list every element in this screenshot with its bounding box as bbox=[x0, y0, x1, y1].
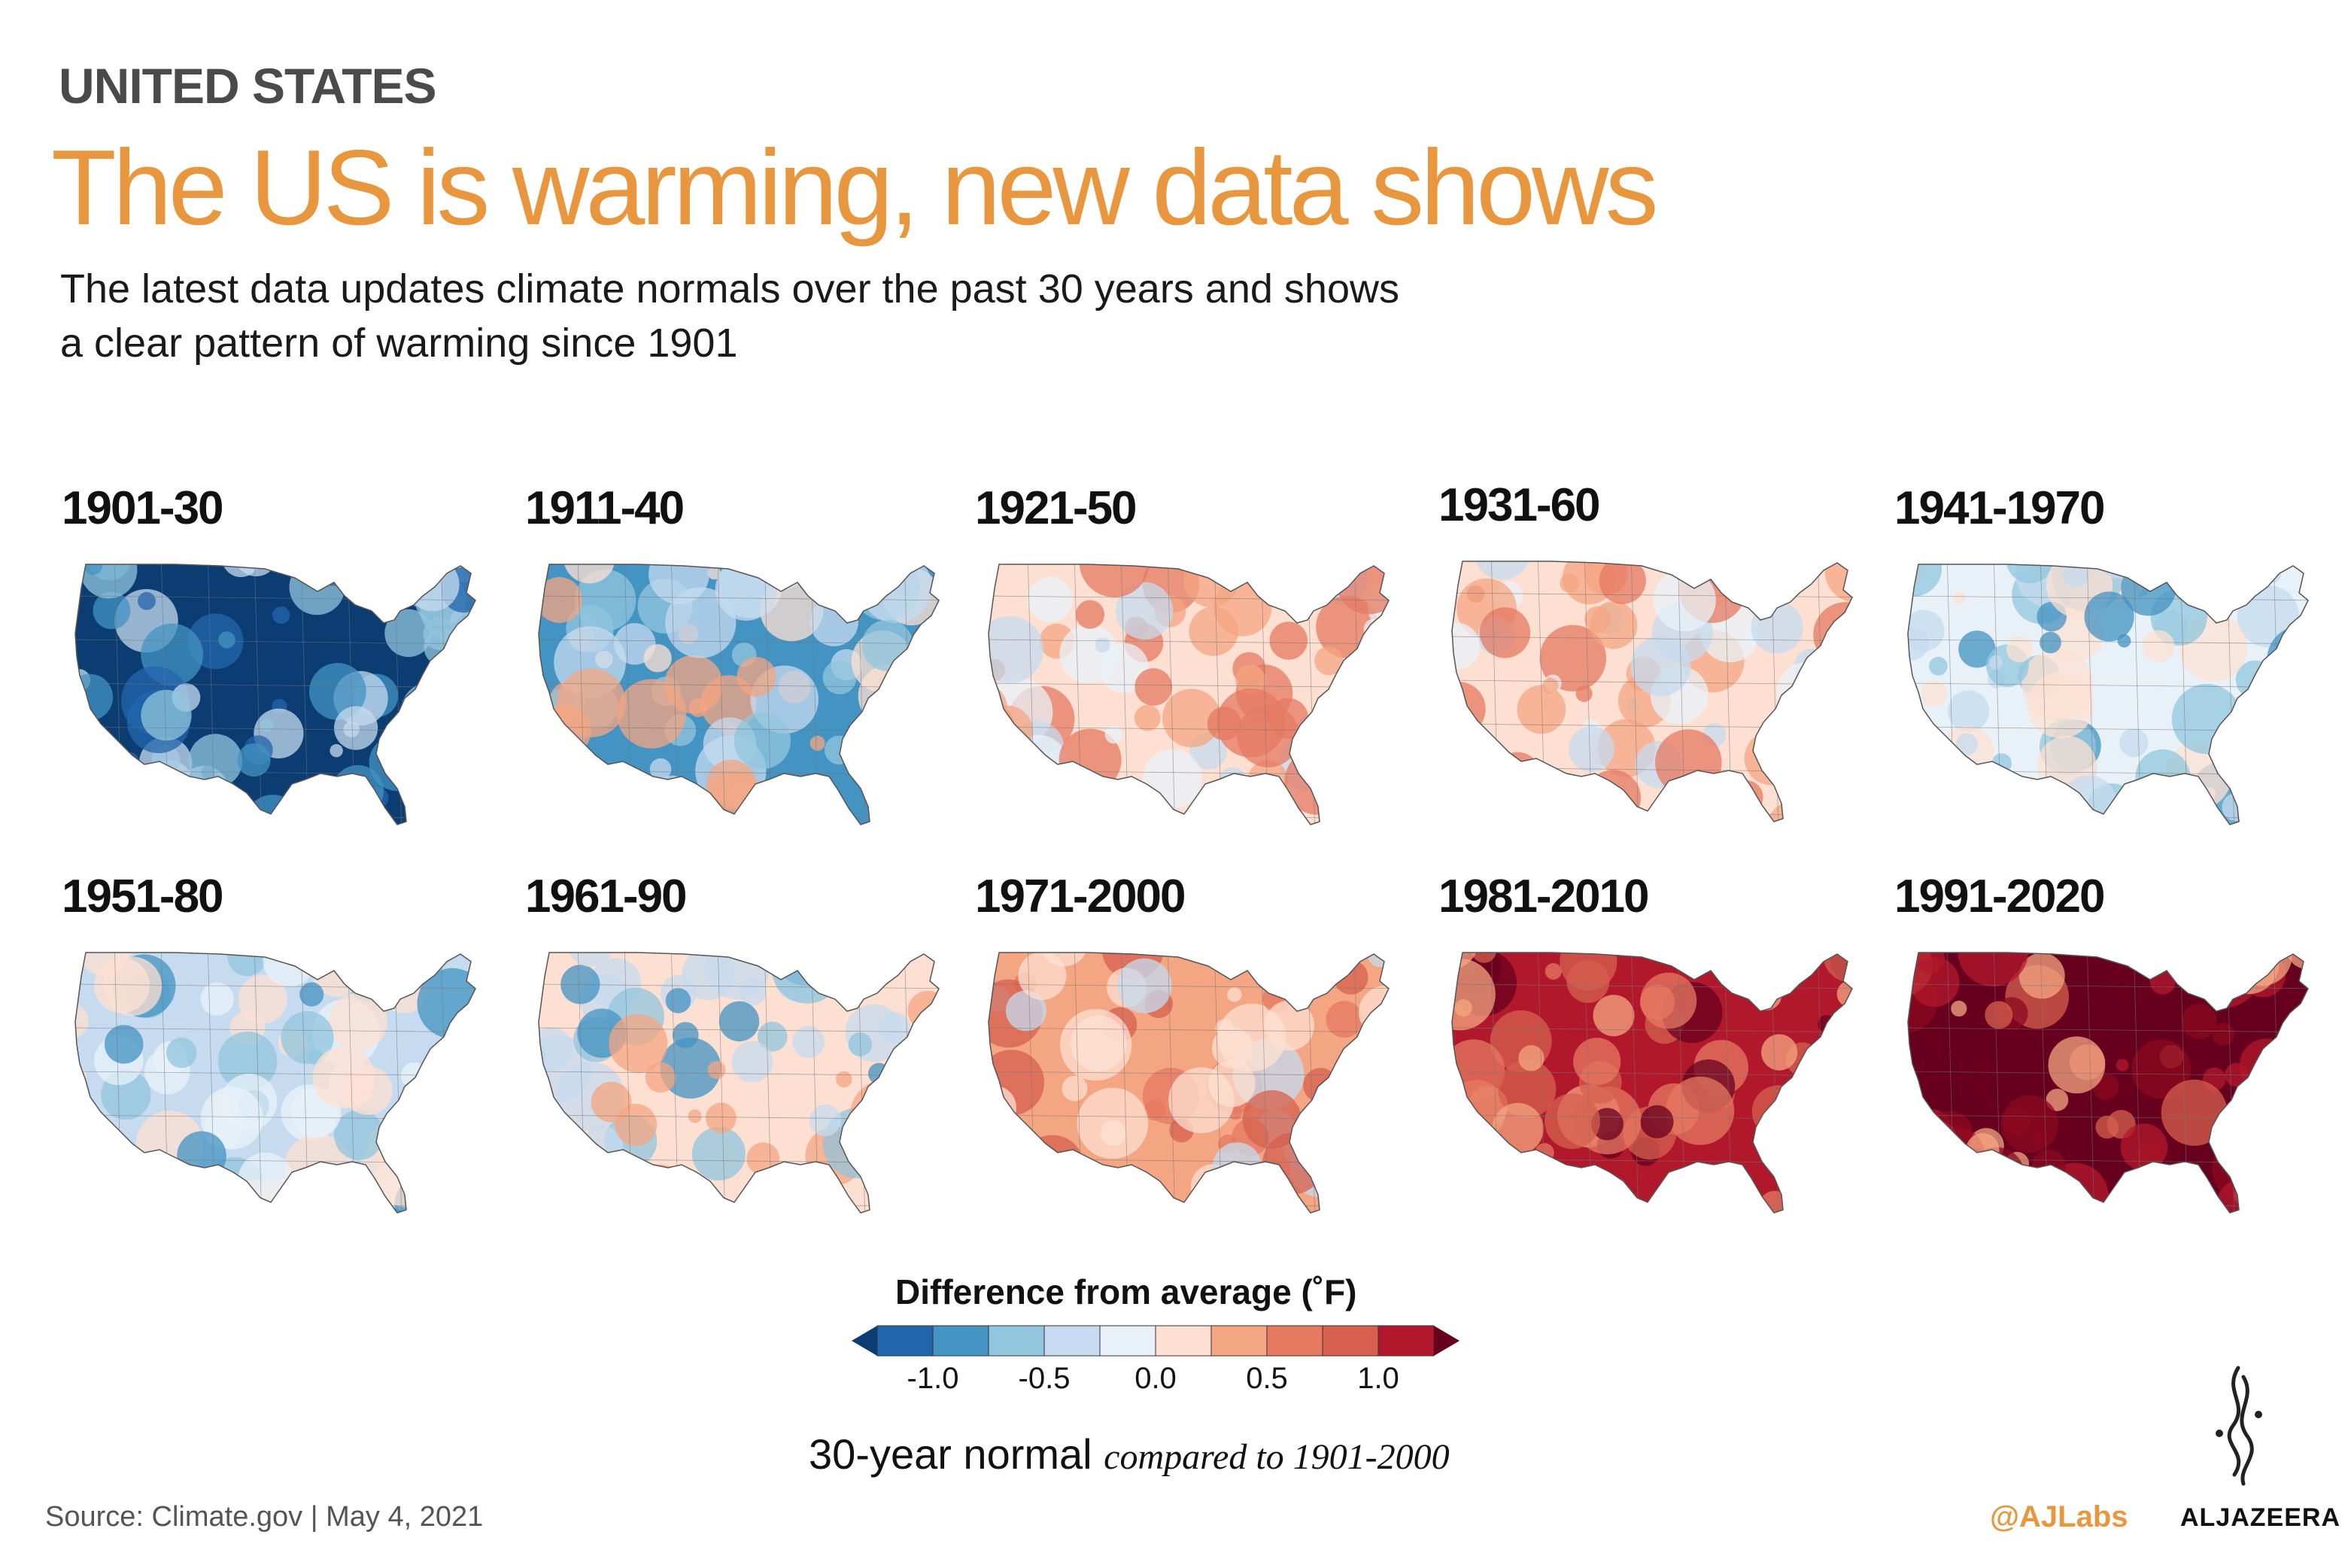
map-panel: 1901-30 bbox=[62, 482, 498, 843]
panel-label: 1941-1970 bbox=[1894, 482, 2105, 534]
panel-label: 1911-40 bbox=[525, 482, 685, 534]
panel-label: 1951-80 bbox=[62, 871, 224, 922]
legend-bin bbox=[1155, 1325, 1212, 1357]
legend-bin bbox=[932, 1325, 989, 1357]
panel-label: 1981-2010 bbox=[1438, 871, 1649, 922]
legend-bin bbox=[1210, 1325, 1268, 1357]
kicker: UNITED STATES bbox=[59, 58, 437, 114]
legend-tick-label: 0.0 bbox=[1134, 1362, 1177, 1395]
map-panel: 1951-80 bbox=[62, 870, 498, 1231]
aljazeera-wordmark: ALJAZEERA bbox=[2180, 1503, 2341, 1532]
us-temperature-map bbox=[538, 952, 940, 1214]
panel-label: 1991-2020 bbox=[1894, 871, 2105, 922]
map-panel: 1941-1970 bbox=[1894, 482, 2331, 843]
legend-over-arrow bbox=[1434, 1326, 1460, 1356]
map-panel: 1981-2010 bbox=[1438, 870, 1875, 1231]
legend-bin bbox=[1266, 1325, 1323, 1357]
panel-label: 1961-90 bbox=[525, 871, 688, 922]
us-temperature-map bbox=[1451, 952, 1853, 1214]
legend-color-bar bbox=[852, 1325, 1460, 1357]
us-temperature-map bbox=[988, 952, 1390, 1214]
caption-main: 30-year normal bbox=[809, 1430, 1092, 1478]
legend-bin bbox=[876, 1325, 934, 1357]
legend-bin bbox=[988, 1325, 1045, 1357]
legend-tick-label: 1.0 bbox=[1357, 1362, 1399, 1395]
map-panel: 1921-50 bbox=[975, 482, 1411, 843]
legend-under-arrow bbox=[852, 1326, 877, 1356]
map-panel: 1991-2020 bbox=[1894, 870, 2331, 1231]
us-temperature-map bbox=[74, 564, 476, 825]
us-temperature-map bbox=[74, 952, 476, 1214]
legend-bin bbox=[1043, 1325, 1101, 1357]
us-temperature-map bbox=[538, 564, 940, 825]
map-panel: 1911-40 bbox=[525, 482, 961, 843]
panel-label: 1931-60 bbox=[1438, 479, 1601, 531]
aj-labs-handle[interactable]: @AJLabs bbox=[1990, 1500, 2128, 1533]
subtitle: The latest data updates climate normals … bbox=[60, 262, 1791, 370]
subtitle-line-2: a clear pattern of warming since 1901 bbox=[60, 321, 738, 366]
legend-bin bbox=[1377, 1325, 1435, 1357]
subtitle-line-1: The latest data updates climate normals … bbox=[60, 266, 1399, 311]
panel-label: 1971-2000 bbox=[975, 871, 1186, 922]
panel-label: 1921-50 bbox=[975, 482, 1138, 534]
us-temperature-map bbox=[1907, 564, 2309, 825]
map-panel: 1961-90 bbox=[525, 870, 961, 1231]
us-temperature-map bbox=[988, 564, 1390, 825]
legend-tick-label: 0.5 bbox=[1246, 1362, 1288, 1395]
us-temperature-map bbox=[1907, 952, 2309, 1214]
legend-tick-label: -0.5 bbox=[1018, 1362, 1071, 1395]
legend-bin bbox=[1099, 1325, 1156, 1357]
caption-italic: compared to 1901-2000 bbox=[1104, 1437, 1450, 1477]
legend-tick-label: -1.0 bbox=[907, 1362, 959, 1395]
us-temperature-map bbox=[1451, 561, 1853, 822]
map-panel: 1971-2000 bbox=[975, 870, 1411, 1231]
legend-title: Difference from average (˚F) bbox=[895, 1272, 1357, 1311]
panel-label: 1901-30 bbox=[62, 482, 224, 534]
map-panel: 1931-60 bbox=[1438, 479, 1875, 840]
source-note: Source: Climate.gov | May 4, 2021 bbox=[45, 1501, 484, 1533]
aljazeera-logo-icon bbox=[2216, 1366, 2262, 1486]
page-title: The US is warming, new data shows bbox=[51, 128, 1659, 248]
legend-bin bbox=[1322, 1325, 1379, 1357]
caption: 30-year normal compared to 1901-2000 bbox=[809, 1430, 1450, 1478]
